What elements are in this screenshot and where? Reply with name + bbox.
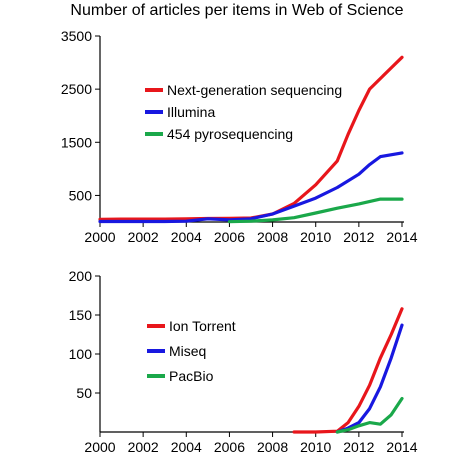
chart-panel-top: 500 1500 2500 3500 2000 2002 2004 2006 2008 2010 2… — [61, 28, 418, 245]
y-tick-label: 50 — [76, 385, 92, 401]
y-tick-label: 150 — [69, 307, 93, 323]
x-tick-label: 2000 — [84, 229, 115, 245]
y-tick-label: 2500 — [61, 81, 92, 97]
y-tick-label: 3500 — [61, 28, 92, 44]
legend-label: Illumina — [167, 104, 215, 120]
series-line-1 — [292, 307, 404, 434]
x-tick-label: 2010 — [300, 229, 331, 245]
legend-label: Next-generation sequencing — [167, 82, 342, 98]
x-tick-label: 2000 — [84, 439, 115, 455]
x-tick-label: 2006 — [214, 439, 245, 455]
x-tick-label: 2002 — [128, 439, 159, 455]
x-tick-label: 2012 — [343, 229, 374, 245]
legend-label: 454 pyrosequencing — [167, 126, 293, 142]
series-line-3 — [227, 197, 404, 224]
x-tick-label: 2010 — [300, 439, 331, 455]
y-tick-label: 200 — [69, 268, 93, 284]
y-tick-label: 1500 — [61, 134, 92, 150]
series-line-3 — [335, 396, 404, 434]
legend-label: Miseq — [169, 343, 206, 359]
x-tick-label: 2014 — [386, 439, 417, 455]
x-tick-label: 2002 — [128, 229, 159, 245]
chart-panel-bottom: 50 100 150 200 2000 2002 2004 2006 2008 2010 2012 2… — [69, 268, 418, 455]
x-tick-label: 2004 — [171, 439, 202, 455]
x-tick-label: 2008 — [257, 439, 288, 455]
x-tick-label: 2006 — [214, 229, 245, 245]
x-tick-label: 2012 — [343, 439, 374, 455]
legend-label: PacBio — [169, 368, 214, 384]
y-tick-label: 100 — [69, 346, 93, 362]
x-tick-label: 2014 — [386, 229, 417, 245]
series-line-2 — [98, 151, 404, 224]
chart-title: Number of articles per items in Web of S… — [70, 2, 404, 19]
legend-label: Ion Torrent — [169, 318, 236, 334]
x-tick-label: 2004 — [171, 229, 202, 245]
y-tick-label: 500 — [69, 187, 93, 203]
x-tick-label: 2008 — [257, 229, 288, 245]
